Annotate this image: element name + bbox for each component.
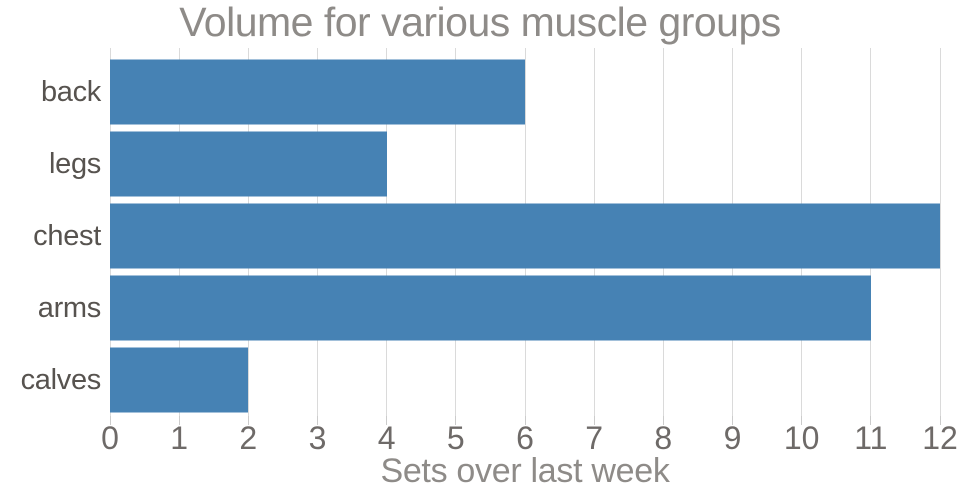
tick-mark <box>317 416 318 425</box>
bar-row-chest <box>110 200 940 272</box>
x-tick-label: 3 <box>308 420 327 456</box>
tick-mark <box>732 416 733 425</box>
tick-mark <box>801 416 803 425</box>
x-tick-label: 6 <box>516 420 534 456</box>
x-tick-label: 5 <box>446 420 465 456</box>
x-axis-tick-labels: 0 1 2 3 4 5 6 7 8 9 10 11 12 <box>101 420 958 456</box>
chart-title: Volume for various muscle groups <box>179 0 781 45</box>
x-tick-label: 11 <box>854 420 888 456</box>
bar-row-back <box>110 56 940 128</box>
category-label-legs: legs <box>49 147 101 180</box>
x-tick-label: 0 <box>101 420 119 456</box>
category-label-calves: calves <box>20 363 102 396</box>
x-tick-label: 1 <box>170 420 189 456</box>
tick-mark <box>109 416 111 425</box>
bar-row-arms <box>110 272 940 344</box>
tick-mark <box>455 416 457 425</box>
x-axis-label: Sets over last week <box>380 452 670 490</box>
bar-series <box>110 56 940 416</box>
y-axis-category-labels: back legs chest arms calves <box>0 56 102 416</box>
tick-mark <box>939 416 941 425</box>
x-tick-label: 10 <box>783 420 820 456</box>
plot-area <box>109 48 941 416</box>
x-tick-label: 9 <box>723 420 742 456</box>
category-label-arms: arms <box>37 291 102 324</box>
bar-row-calves <box>110 344 940 416</box>
x-tick-label: 12 <box>922 420 958 456</box>
category-label-chest: chest <box>33 219 101 252</box>
tick-mark <box>247 416 249 425</box>
tick-mark <box>178 416 180 425</box>
bar-row-legs <box>110 128 940 200</box>
x-tick-label: 7 <box>585 420 604 456</box>
bar-calves <box>110 347 249 413</box>
bar-arms <box>110 275 871 341</box>
bar-legs <box>110 131 387 197</box>
category-label-back: back <box>40 75 101 108</box>
bar-back <box>110 59 525 125</box>
x-tick-label: 4 <box>377 420 396 456</box>
x-tick-label: 8 <box>654 420 673 456</box>
tick-mark <box>386 416 388 425</box>
tick-mark <box>593 416 595 425</box>
x-tick-label: 2 <box>239 420 258 456</box>
tick-mark <box>524 416 526 425</box>
bar-chest <box>110 203 940 269</box>
tick-mark <box>870 416 872 425</box>
gridline <box>939 48 941 416</box>
tick-mark <box>662 416 664 425</box>
x-axis-tick-marks <box>109 416 941 425</box>
